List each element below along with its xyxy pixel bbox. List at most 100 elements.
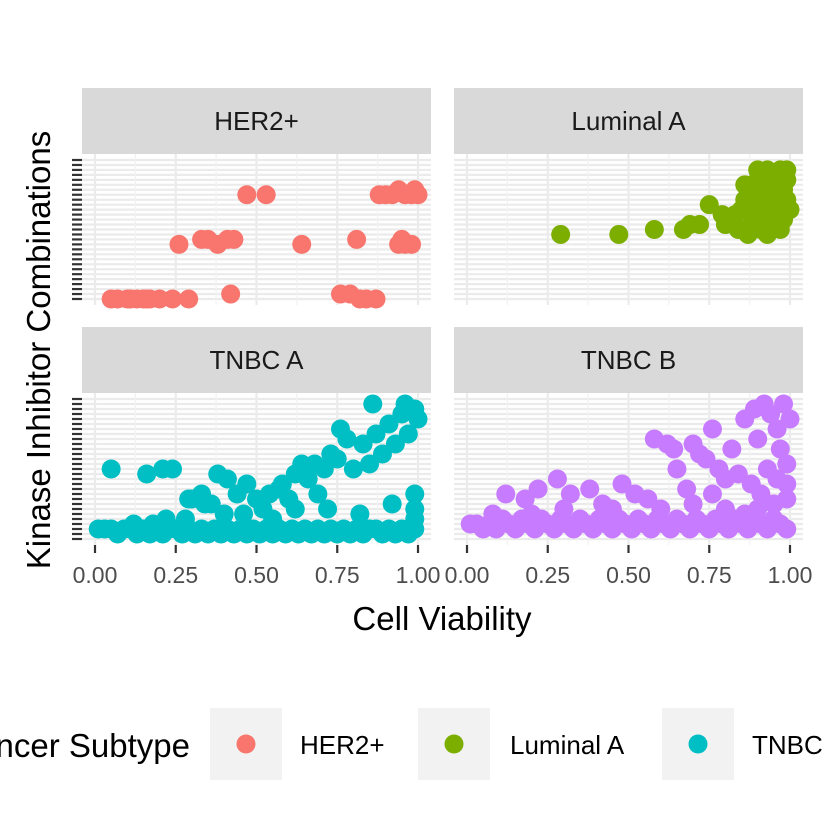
data-point xyxy=(702,484,722,504)
data-point xyxy=(580,479,600,499)
data-point xyxy=(751,484,771,504)
facet-strip-label: Luminal A xyxy=(571,106,686,136)
data-point xyxy=(496,484,516,504)
facet-strip-label: HER2+ xyxy=(214,106,299,136)
data-point xyxy=(722,439,742,459)
facet-strip xyxy=(454,88,803,154)
data-point xyxy=(728,464,748,484)
facet-strip-label: TNBC A xyxy=(210,345,305,375)
legend-label: Luminal A xyxy=(510,730,625,760)
legend: Cancer Subtype HER2+ Luminal A TNBC A xyxy=(0,708,826,780)
x-tick-label: 0.75 xyxy=(687,562,732,588)
facet-strip xyxy=(82,88,431,154)
data-point xyxy=(528,479,548,499)
y-axis-title: Kinase Inhibitor Combinations xyxy=(20,131,57,569)
data-point xyxy=(195,494,215,514)
data-point xyxy=(224,229,244,249)
data-point xyxy=(664,439,684,459)
data-point xyxy=(602,499,622,519)
data-point xyxy=(263,509,283,529)
facet-panel-3: TNBC B 0.00 0.25 0.50 0.75 1.00 xyxy=(445,327,813,588)
data-point xyxy=(777,454,797,474)
data-point xyxy=(163,289,183,309)
data-point xyxy=(237,474,257,494)
data-point xyxy=(217,469,237,489)
data-point xyxy=(408,409,428,429)
data-point xyxy=(124,514,144,534)
data-point xyxy=(551,224,571,244)
data-point xyxy=(764,165,784,185)
data-point xyxy=(405,484,425,504)
facet-panel-2: TNBC A 0.00 0.25 0.50 0.75 1.00 xyxy=(72,327,440,588)
x-axis-title: Cell Viability xyxy=(352,600,532,637)
data-point xyxy=(651,499,671,519)
data-point xyxy=(696,449,716,469)
legend-label: TNBC A xyxy=(752,730,826,760)
data-point xyxy=(644,220,664,239)
data-point xyxy=(234,504,254,524)
data-point xyxy=(748,429,768,449)
facet-panel-1: Luminal A xyxy=(454,88,803,305)
x-tick-label: 0.50 xyxy=(234,562,279,588)
data-point xyxy=(483,504,503,524)
x-tick-label: 0.00 xyxy=(445,562,490,588)
data-point xyxy=(163,459,183,479)
data-point xyxy=(308,484,328,504)
data-point xyxy=(554,499,574,519)
data-point xyxy=(395,394,415,414)
data-point xyxy=(715,499,735,519)
data-point xyxy=(366,289,386,309)
data-point xyxy=(735,175,755,195)
facet-strip-label: TNBC B xyxy=(581,345,676,375)
x-tick-label: 0.00 xyxy=(73,562,118,588)
x-tick-label: 0.25 xyxy=(525,562,570,588)
data-point xyxy=(777,489,797,509)
data-point xyxy=(683,494,703,514)
x-tick-label: 0.75 xyxy=(315,562,360,588)
data-point xyxy=(522,504,542,524)
data-point xyxy=(777,519,797,539)
legend-marker xyxy=(444,734,464,754)
data-point xyxy=(237,185,257,205)
x-tick-label: 0.25 xyxy=(153,562,198,588)
data-point xyxy=(101,459,121,479)
data-point xyxy=(347,229,367,249)
data-point xyxy=(214,504,234,524)
data-point xyxy=(699,195,719,215)
data-point xyxy=(408,185,428,205)
data-point xyxy=(770,439,790,459)
data-point xyxy=(363,394,383,414)
data-point xyxy=(402,234,422,254)
data-point xyxy=(366,424,386,444)
x-tick-label: 1.00 xyxy=(768,562,813,588)
data-point xyxy=(515,489,535,509)
data-point xyxy=(547,469,567,489)
data-point xyxy=(767,419,787,439)
data-point xyxy=(343,459,363,479)
data-point xyxy=(353,434,373,454)
facet-panel-0: HER2+ xyxy=(72,88,431,309)
legend-label: HER2+ xyxy=(300,730,385,760)
data-point xyxy=(560,484,580,504)
data-point xyxy=(690,215,710,235)
legend-marker xyxy=(688,734,708,754)
data-point xyxy=(405,509,425,529)
data-point xyxy=(780,200,800,220)
data-point xyxy=(137,464,157,484)
data-point xyxy=(777,474,797,494)
data-point xyxy=(179,289,199,309)
data-point xyxy=(677,479,697,499)
data-point xyxy=(350,504,370,524)
data-point xyxy=(385,434,405,454)
data-point xyxy=(398,424,418,444)
data-point xyxy=(360,454,380,474)
data-point xyxy=(298,469,318,489)
data-point xyxy=(327,449,347,469)
data-point xyxy=(735,504,755,524)
data-point xyxy=(305,454,325,474)
data-point xyxy=(221,284,241,304)
x-tick-label: 1.00 xyxy=(396,562,441,588)
data-point xyxy=(143,514,163,534)
data-point xyxy=(272,474,292,494)
